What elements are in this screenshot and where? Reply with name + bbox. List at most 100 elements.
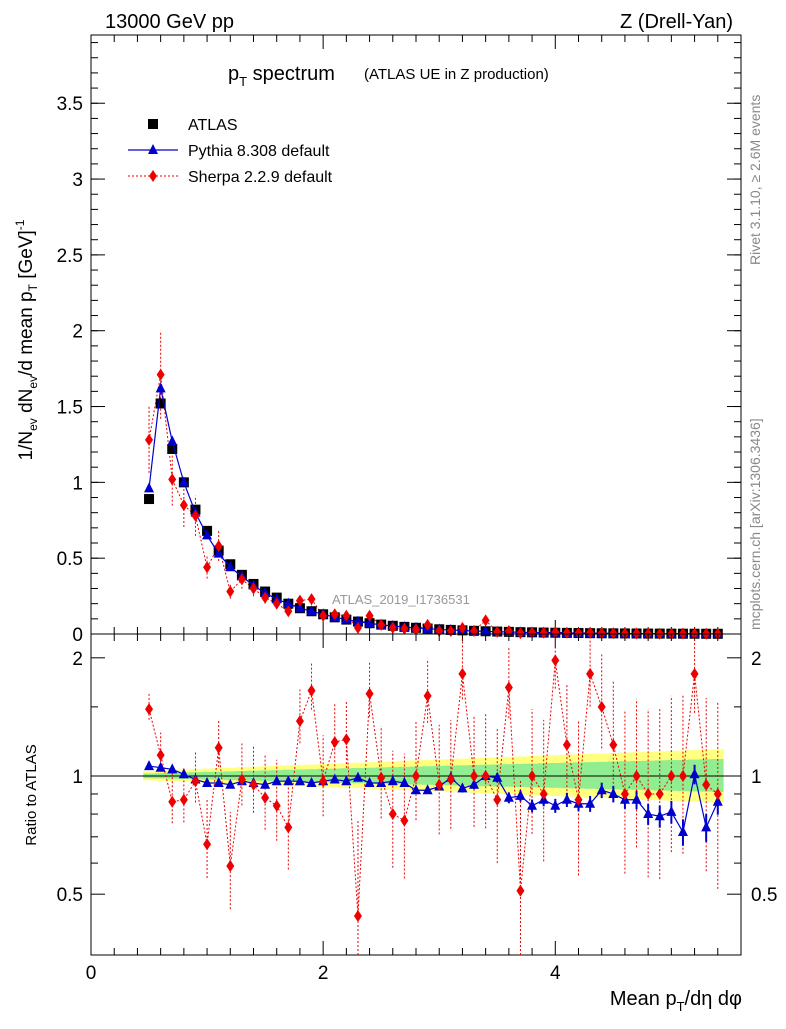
plot-subtitle: (ATLAS UE in Z production) <box>364 66 549 83</box>
sherpa-point <box>412 623 420 636</box>
sherpa-ratio-point <box>191 775 200 788</box>
sherpa-ratio-point <box>214 741 223 754</box>
legend: ATLAS Pythia 8.308 default Sherpa 2.2.9 de… <box>128 117 333 186</box>
analysis-label: ATLAS_2019_I1736531 <box>332 592 470 607</box>
sherpa-ratio-point <box>597 700 606 713</box>
atlas-point <box>155 398 166 409</box>
y-tick-label-ratio: 1 <box>72 767 83 788</box>
y-tick-label-main: 3 <box>72 170 83 191</box>
pythia-ratio-point <box>260 778 271 789</box>
pythia-ratio-point <box>457 782 468 793</box>
y-tick-label-ratio: 0.5 <box>57 885 83 906</box>
plot-title: pT spectrum <box>228 63 335 89</box>
y-tick-label-main: 1.5 <box>57 398 83 419</box>
sherpa-point <box>481 614 490 627</box>
pythia-ratio-point <box>213 776 224 787</box>
sherpa-ratio-point <box>261 791 270 804</box>
sherpa-point <box>330 608 339 621</box>
sherpa-point <box>597 626 606 639</box>
sherpa-ratio-point <box>470 770 479 783</box>
pythia-ratio-point <box>503 791 514 802</box>
sherpa-point <box>551 626 560 639</box>
pythia-point <box>167 435 178 446</box>
pythia-point <box>213 547 224 558</box>
sherpa-point <box>249 582 258 595</box>
title-sub: T <box>239 74 247 89</box>
sherpa-ratio-point <box>237 773 246 786</box>
pythia-ratio-point <box>341 775 352 786</box>
pythia-ratio-point <box>271 775 282 786</box>
pythia-point <box>225 561 236 572</box>
pythia-ratio-point <box>144 760 155 771</box>
pythia-point <box>480 625 491 636</box>
sherpa-ratio-point <box>516 884 525 897</box>
rivet-label: Rivet 3.1.10, ≥ 2.6M events <box>747 95 763 265</box>
x-tick-label: 0 <box>86 963 97 984</box>
pythia-ratio-point <box>643 808 654 819</box>
pythia-ratio-point <box>608 787 619 798</box>
pythia-ratio-point <box>202 776 213 787</box>
sherpa-ratio-point <box>481 770 490 783</box>
y-tick-label-main: 2.5 <box>57 246 83 267</box>
sherpa-ratio-point <box>620 787 629 800</box>
pythia-ratio-point <box>666 805 677 816</box>
sherpa-point <box>261 591 270 604</box>
sherpa-ratio-point <box>458 667 467 680</box>
sherpa-ratio-point <box>713 787 722 800</box>
pythia-point <box>364 617 375 628</box>
sherpa-ratio-point <box>678 770 687 783</box>
pythia-point <box>178 476 189 487</box>
sherpa-ratio-point <box>284 821 293 834</box>
pythia-ratio-point <box>294 775 305 786</box>
atlas-point <box>167 443 178 454</box>
sherpa-point <box>237 573 246 586</box>
main-panel: 0 0.5 1 1.5 2 2.5 3 3.5 <box>57 34 742 646</box>
sherpa-ratio-point <box>400 814 409 827</box>
mcplots-label: mcplots.cern.ch [arXiv:1306.3436] <box>747 418 763 630</box>
pythia-ratio-point <box>306 776 317 787</box>
sherpa-ratio-point <box>690 667 699 680</box>
sherpa-ratio-point <box>609 738 618 751</box>
sherpa-point <box>539 626 548 639</box>
y-axis-label-main: 1/Nev dNev/d mean pT [GeV]-1 <box>13 219 40 460</box>
sherpa-ratio-point <box>702 778 711 791</box>
sherpa-ratio-point <box>145 703 154 716</box>
pythia-point <box>283 597 294 608</box>
sherpa-ratio-point <box>528 770 537 783</box>
sherpa-ratio-point <box>504 681 513 694</box>
legend-label: Sherpa 2.2.9 default <box>188 169 333 186</box>
sherpa-ratio-point <box>168 795 177 808</box>
pythia-point <box>306 605 317 616</box>
y-tick-label-ratio-right: 2 <box>751 649 762 670</box>
sherpa-ratio-point <box>423 689 432 702</box>
sherpa-ratio-point <box>319 775 328 788</box>
pythia-point <box>155 382 166 393</box>
y-axis-label-ratio: Ratio to ATLAS <box>23 744 40 845</box>
pythia-ratio-point <box>515 789 526 800</box>
atlas-point <box>144 494 155 505</box>
sherpa-point <box>562 626 571 639</box>
pythia-ratio-point <box>399 776 410 787</box>
sherpa-point <box>319 609 328 622</box>
sherpa-point <box>574 626 583 639</box>
sherpa-point <box>353 621 362 634</box>
pythia-ratio-point <box>364 776 375 787</box>
y-tick-label-main: 0 <box>72 625 83 646</box>
title-rest: spectrum <box>247 63 335 85</box>
sherpa-ratio-point <box>667 770 676 783</box>
pythia-point <box>352 615 363 626</box>
legend-marker-pythia <box>148 144 158 154</box>
pythia-ratio-point <box>492 771 503 782</box>
sherpa-ratio-point <box>342 733 351 746</box>
sherpa-ratio-point <box>655 787 664 800</box>
sherpa-point <box>226 585 235 598</box>
sherpa-ratio-point <box>377 771 386 784</box>
sherpa-point <box>388 621 397 634</box>
sherpa-ratio-point <box>249 778 258 791</box>
pythia-ratio-point <box>225 778 236 789</box>
energy-label: 13000 GeV pp <box>105 11 234 33</box>
sherpa-point <box>516 627 525 640</box>
sherpa-ratio-point <box>539 787 548 800</box>
y-tick-label-main: 0.5 <box>57 549 83 570</box>
